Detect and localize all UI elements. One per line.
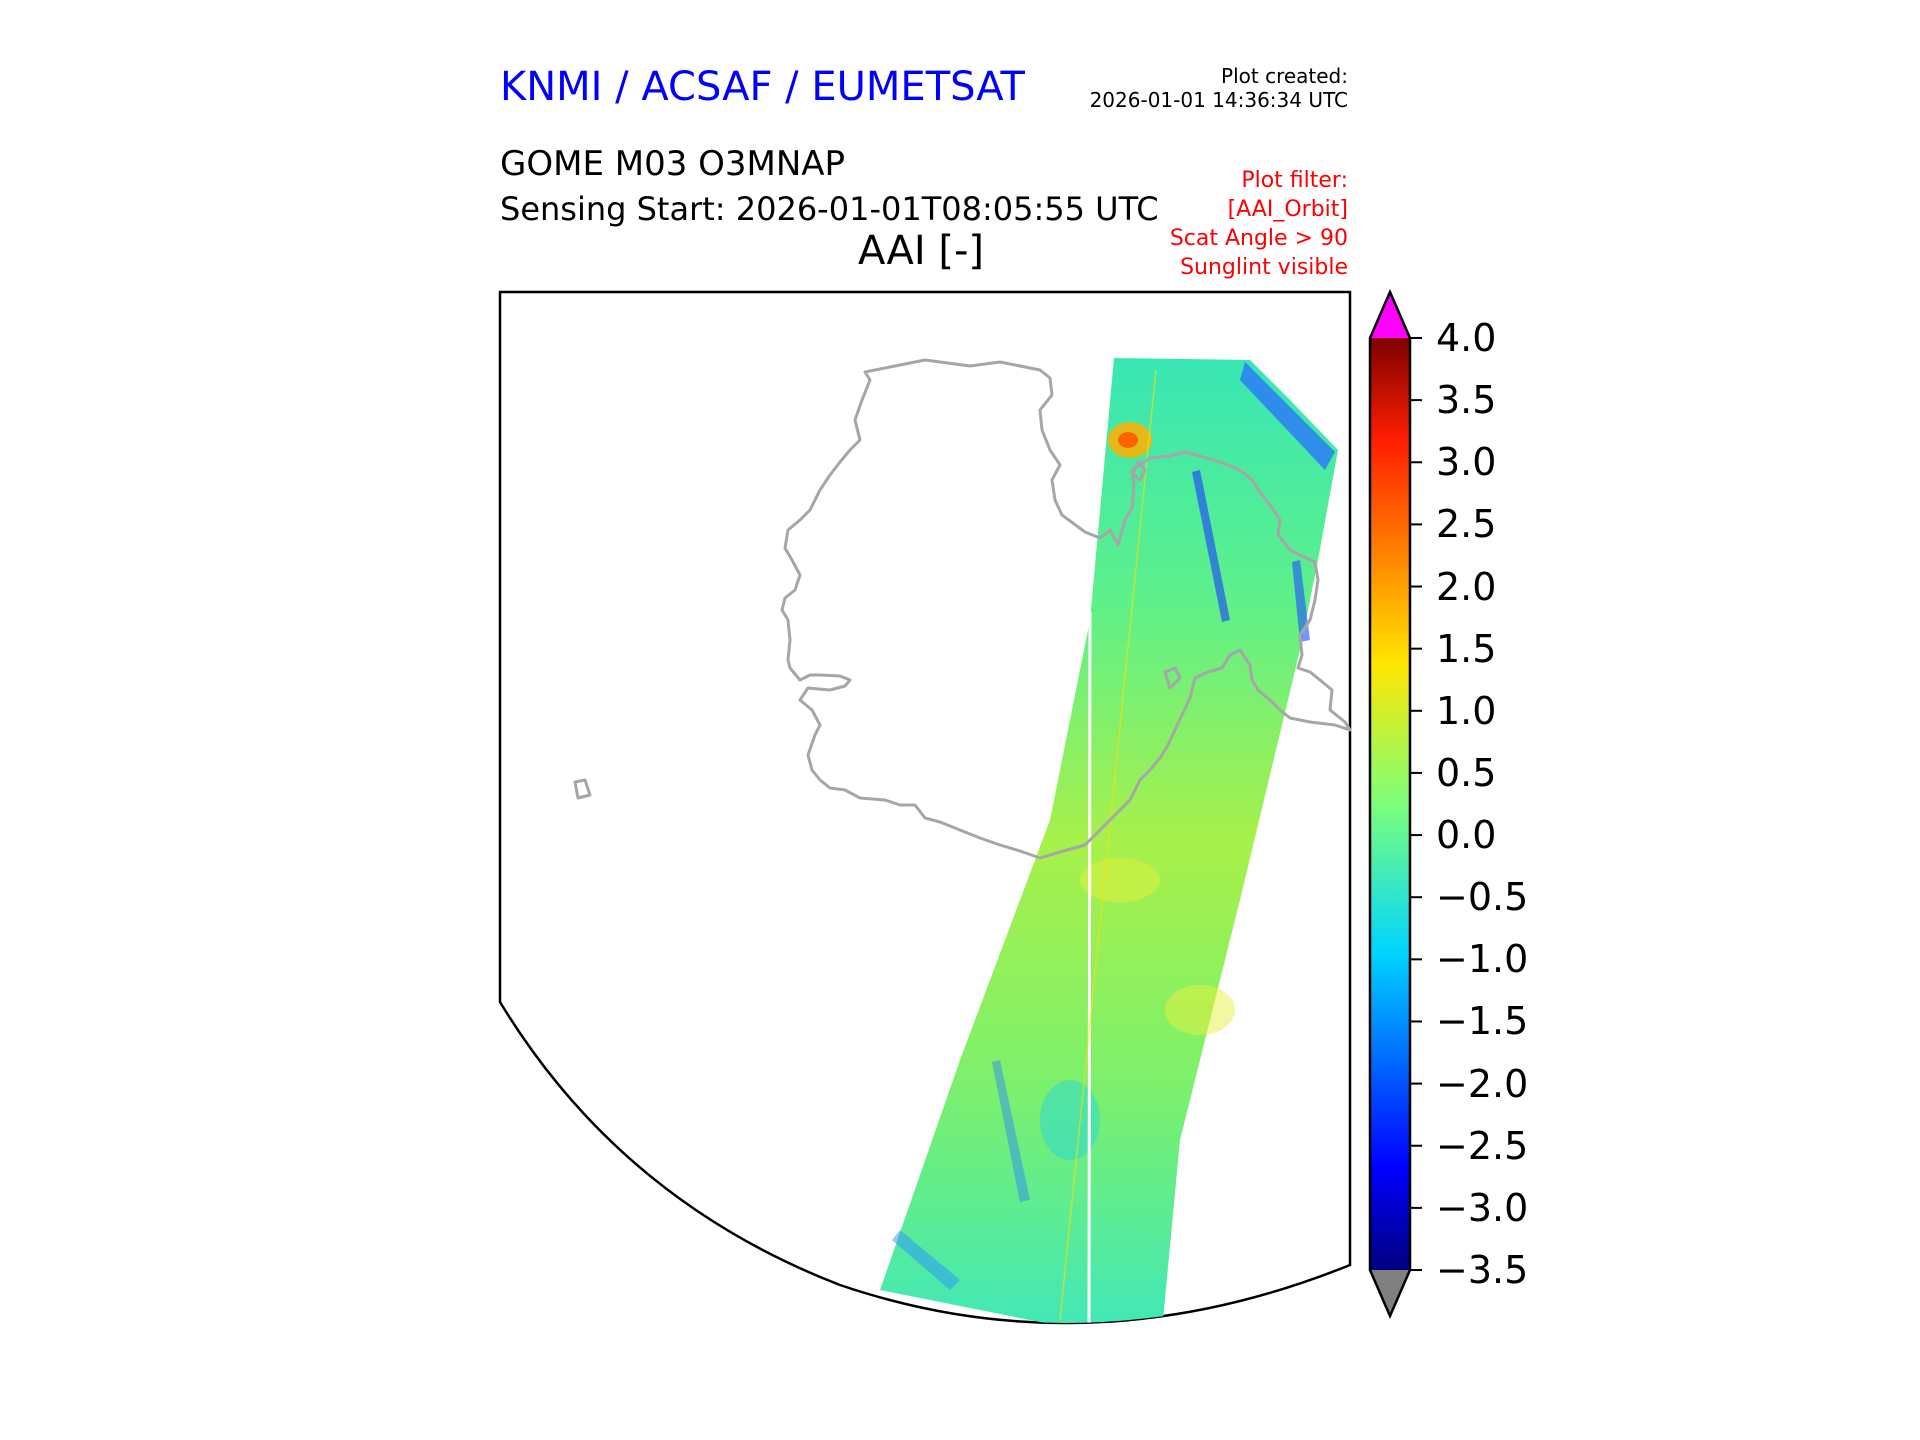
agency-title: KNMI / ACSAF / EUMETSAT	[500, 64, 1025, 110]
colorbar-tick-label: 0.5	[1436, 750, 1497, 795]
colorbar-ramp	[1370, 338, 1410, 1270]
plot-created-label: Plot created:	[1221, 64, 1348, 88]
colorbar-tick-label: −1.5	[1436, 999, 1529, 1044]
colorbar-tick-label: −3.0	[1436, 1185, 1529, 1230]
filter-line: [AAI_Orbit]	[1227, 197, 1348, 222]
filter-line: Scat Angle > 90	[1169, 226, 1348, 251]
colorbar-tick-label: 3.5	[1436, 378, 1497, 423]
colorbar-tick-label: −3.5	[1436, 1248, 1529, 1292]
product-title: GOME M03 O3MNAP	[500, 144, 846, 184]
colorbar-tick-label: −1.0	[1436, 937, 1529, 982]
satellite-swath	[880, 358, 1338, 1324]
plot-created-time: 2026-01-01 14:36:34 UTC	[1089, 88, 1348, 112]
filter-line: Sunglint visible	[1180, 255, 1348, 280]
filter-line: Plot filter:	[1241, 168, 1348, 193]
colorbar-tick-label: 2.5	[1436, 502, 1497, 547]
colorbar-tick-label: 3.0	[1436, 440, 1497, 485]
colorbar-tick-label: −0.5	[1436, 875, 1529, 920]
variable-title: AAI [-]	[858, 228, 984, 274]
colorbar-tick-label: 2.0	[1436, 564, 1497, 609]
colorbar-tick-label: −2.5	[1436, 1123, 1529, 1168]
colorbar-tick-label: 4.0	[1436, 316, 1497, 360]
sensing-start: Sensing Start: 2026-01-01T08:05:55 UTC	[500, 190, 1159, 228]
colorbar-under-arrow	[1370, 1270, 1410, 1316]
colorbar	[1368, 288, 1422, 1320]
colorbar-over-arrow	[1370, 292, 1410, 338]
colorbar-tick-label: 1.5	[1436, 626, 1497, 671]
colorbar-tick-label: −2.0	[1436, 1061, 1529, 1106]
colorbar-tick-label: 0.0	[1436, 813, 1497, 858]
colorbar-tick-label: 1.0	[1436, 688, 1497, 733]
coastline	[573, 358, 1352, 860]
